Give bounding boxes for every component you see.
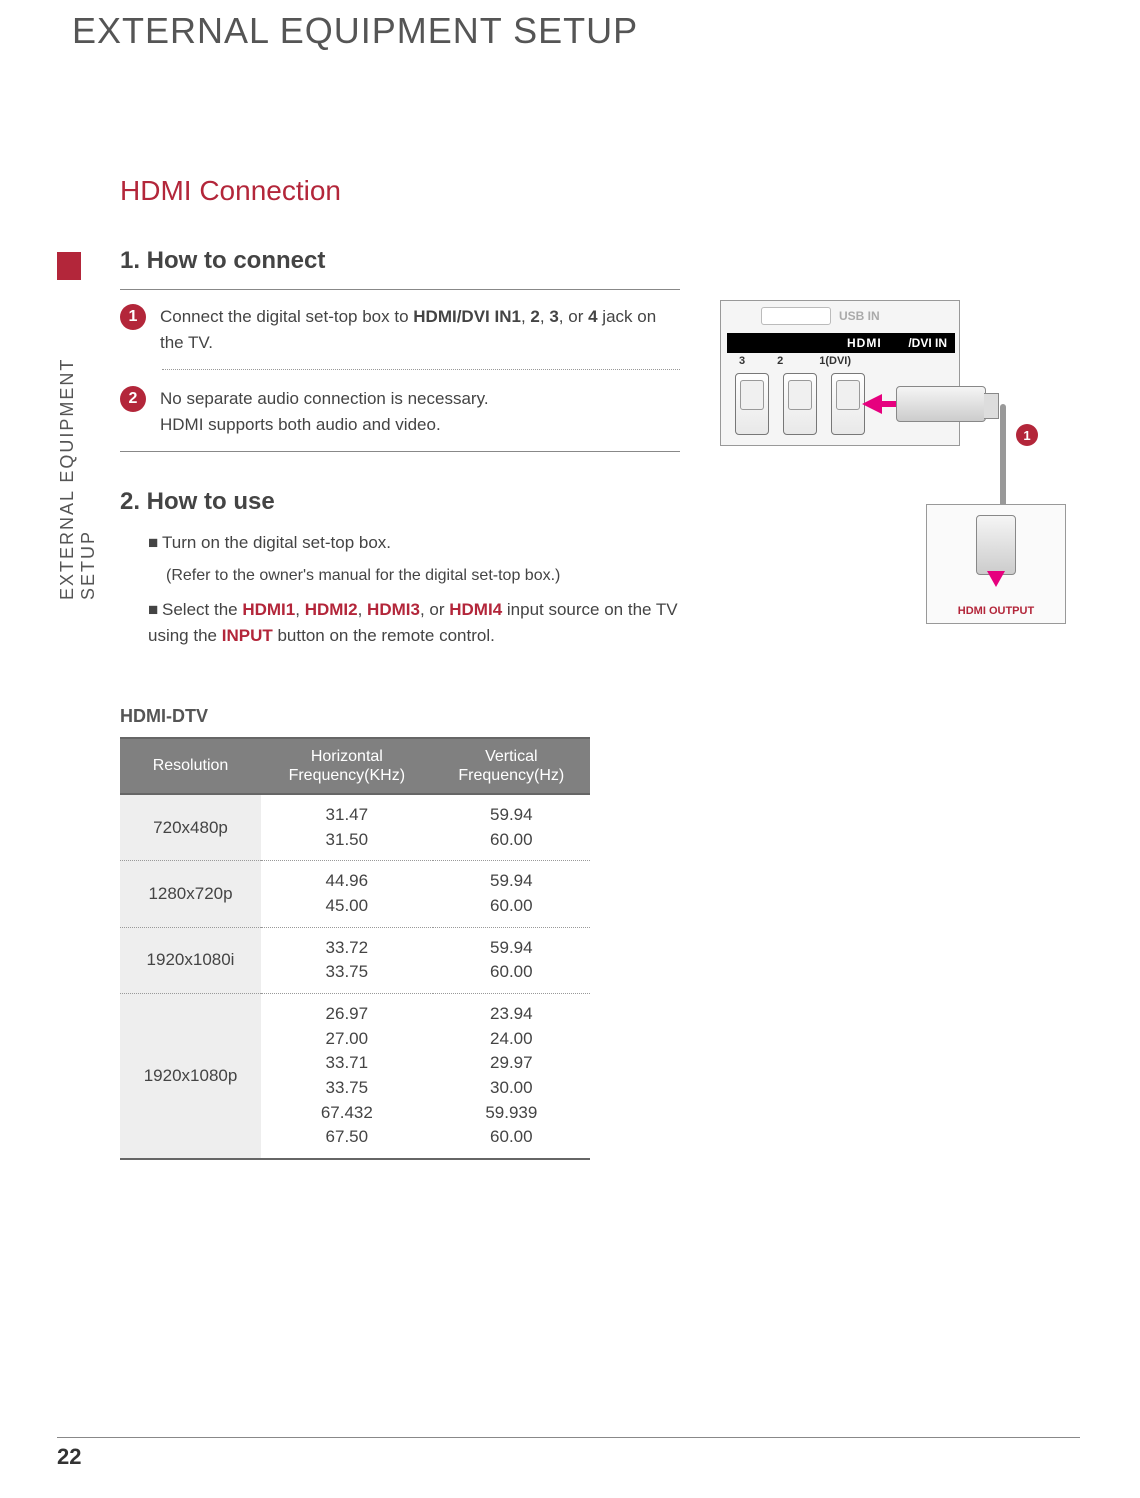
dotted-divider [162,369,680,370]
keyword: INPUT [222,626,273,645]
port-label-2: 2 [777,355,783,367]
cell-res: 1280x720p [120,861,261,927]
text: No separate audio connection is necessar… [160,386,489,412]
step-2: 2 No separate audio connection is necess… [120,386,680,437]
cell-res: 720x480p [120,794,261,861]
arrow-left-icon [862,394,882,414]
step-badge-2: 2 [120,386,146,412]
text: , [521,307,530,326]
cell-v: 59.94 60.00 [433,861,590,927]
port-label-3: 3 [739,355,745,367]
step-1-text: Connect the digital set-top box to HDMI/… [160,304,680,355]
keyword: HDMI2 [305,600,358,619]
section-title: HDMI Connection [120,175,680,207]
text: button on the remote control. [273,626,495,645]
table-row: 720x480p 31.47 31.50 59.94 60.00 [120,794,590,861]
text: , [540,307,549,326]
page-title: EXTERNAL EQUIPMENT SETUP [72,10,638,52]
cell-res: 1920x1080p [120,994,261,1159]
text: Connect the digital set-top box to [160,307,413,326]
callout-badge-1: 1 [1016,424,1038,446]
keyword: HDMI1 [242,600,295,619]
cell-h: 44.96 45.00 [261,861,433,927]
side-tab-accent [57,252,81,280]
side-tab-label: EXTERNAL EQUIPMENT SETUP [57,288,99,600]
keyword: HDMI4 [449,600,502,619]
footer-rule [57,1437,1080,1438]
text-bold: 2 [530,307,539,326]
dvi-in-bar: HDMI/DVI IN [727,333,955,353]
table-body: 720x480p 31.47 31.50 59.94 60.00 1280x72… [120,794,590,1159]
list-subtext: (Refer to the owner's manual for the dig… [166,564,680,589]
cell-v: 59.94 60.00 [433,794,590,861]
list-item: ■Turn on the digital set-top box. [148,530,680,556]
text: , [295,600,304,619]
hdmi-plug-icon [896,386,986,422]
hdmi-output-label: HDMI OUTPUT [927,605,1065,617]
table-row: 1280x720p 44.96 45.00 59.94 60.00 [120,861,590,927]
text: , [358,600,367,619]
hdmi-cable [896,378,1046,430]
hdmi-logo: HDMI [847,333,882,353]
table-title: HDMI-DTV [120,706,680,727]
step-2-text: No separate audio connection is necessar… [160,386,489,437]
dvi-label: /DVI IN [908,336,947,350]
col-hfreq: Horizontal Frequency(KHz) [261,738,433,794]
port-label-1dvi: 1(DVI) [819,355,851,367]
hdmi-port-icon [783,373,817,435]
step-1: 1 Connect the digital set-top box to HDM… [120,304,680,355]
text-bold: HDMI/DVI IN1 [413,307,521,326]
text: HDMI supports both audio and video. [160,412,489,438]
cell-v: 23.94 24.00 29.97 30.00 59.939 60.00 [433,994,590,1159]
text-bold: 4 [588,307,597,326]
cell-h: 26.97 27.00 33.71 33.75 67.432 67.50 [261,994,433,1159]
usb-slot-icon [761,307,831,325]
bullet-icon: ■ [148,530,162,556]
side-tab: EXTERNAL EQUIPMENT SETUP [57,280,81,600]
hdmi-dtv-table: Resolution Horizontal Frequency(KHz) Ver… [120,737,590,1160]
col-vfreq: Vertical Frequency(Hz) [433,738,590,794]
text-bold: 3 [549,307,558,326]
port-labels: 3 2 1(DVI) [739,355,949,367]
divider [120,451,680,452]
cell-res: 1920x1080i [120,927,261,993]
text: Turn on the digital set-top box. [162,533,391,552]
page-number: 22 [57,1444,81,1470]
connection-diagram: USB IN HDMI/DVI IN 3 2 1(DVI) 1 HDMI OUT… [720,300,1130,640]
how-to-connect-heading: 1. How to connect [120,247,680,275]
how-to-use-heading: 2. How to use [120,488,680,516]
how-to-use-list: ■Turn on the digital set-top box. (Refer… [148,530,680,650]
list-item: ■Select the HDMI1, HDMI2, HDMI3, or HDMI… [148,597,680,650]
hdmi-port-icon [735,373,769,435]
bullet-icon: ■ [148,597,162,623]
step-badge-1: 1 [120,304,146,330]
arrow-down-icon [987,571,1005,587]
text: , or [559,307,588,326]
text: , or [420,600,449,619]
table-row: 1920x1080i 33.72 33.75 59.94 60.00 [120,927,590,993]
keyword: HDMI3 [367,600,420,619]
text: Select the [162,600,242,619]
cell-v: 59.94 60.00 [433,927,590,993]
hdmi-port-icon [831,373,865,435]
table-row: 1920x1080p 26.97 27.00 33.71 33.75 67.43… [120,994,590,1159]
main-content: HDMI Connection 1. How to connect 1 Conn… [120,175,680,1160]
cell-h: 31.47 31.50 [261,794,433,861]
set-top-box: HDMI OUTPUT [926,504,1066,624]
usb-in-label: USB IN [839,309,880,323]
col-resolution: Resolution [120,738,261,794]
cell-h: 33.72 33.75 [261,927,433,993]
hdmi-output-port-icon [976,515,1016,575]
divider [120,289,680,290]
